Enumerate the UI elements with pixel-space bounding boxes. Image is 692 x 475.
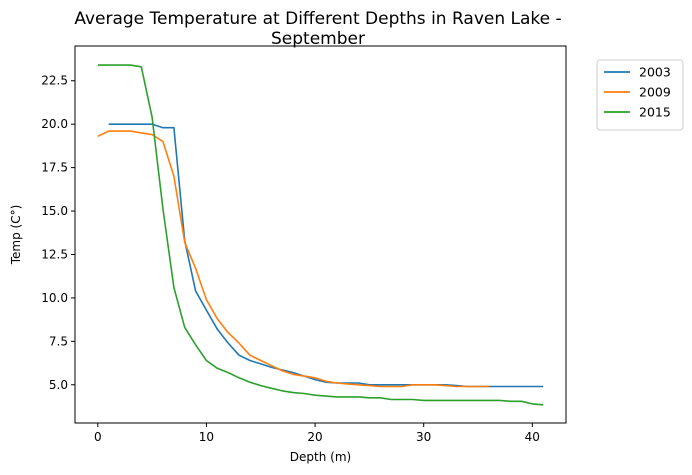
y-tick-label: 7.5 — [49, 334, 68, 348]
series-lines — [97, 64, 544, 406]
plot-area — [74, 45, 567, 424]
y-tick-label: 10.0 — [41, 291, 68, 305]
x-tick-label: 20 — [307, 430, 322, 444]
chart-title: Average Temperature at Different Depths … — [74, 9, 561, 49]
legend-label-2009: 2009 — [639, 85, 671, 100]
chart-title-line: Average Temperature at Different Depths … — [74, 9, 561, 29]
y-tick-label: 22.5 — [41, 74, 68, 88]
legend-label-2003: 2003 — [639, 65, 671, 80]
series-line-2003 — [108, 123, 544, 388]
chart-title-line: September — [271, 29, 365, 49]
y-tick-label: 17.5 — [41, 161, 68, 175]
x-tick-label: 0 — [94, 430, 102, 444]
series-line-2009 — [97, 130, 489, 388]
y-axis-ticks: 5.0 7.5 10.0 12.5 15.0 17.5 20.0 22.5 — [41, 74, 75, 392]
x-tick-label: 30 — [416, 430, 431, 444]
x-axis-ticks: 0 10 20 30 40 — [94, 423, 540, 444]
x-tick-label: 10 — [199, 430, 214, 444]
legend-label-2015: 2015 — [639, 105, 671, 120]
y-tick-label: 15.0 — [41, 204, 68, 218]
y-tick-label: 5.0 — [49, 378, 68, 392]
x-axis-label: Depth (m) — [290, 450, 351, 464]
series-line-2015 — [97, 64, 544, 406]
x-tick-label: 40 — [525, 430, 540, 444]
legend: 2003 2009 2015 — [596, 59, 684, 131]
y-tick-label: 12.5 — [41, 247, 68, 261]
axes-frame — [74, 45, 567, 424]
y-axis-label: Temp (C°) — [9, 205, 23, 266]
y-tick-label: 20.0 — [41, 117, 68, 131]
